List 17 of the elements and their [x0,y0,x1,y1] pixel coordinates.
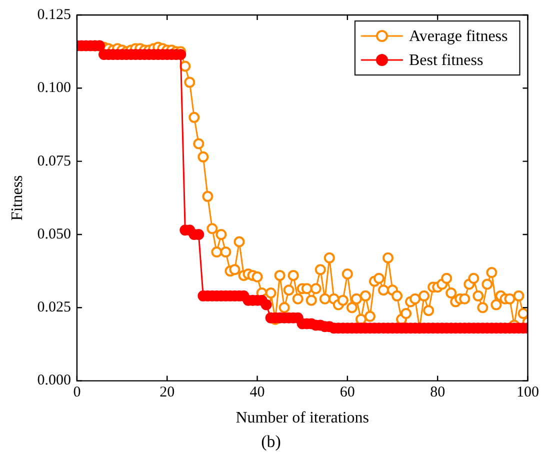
x-tick-label: 60 [340,384,355,401]
text: (b) [260,432,282,452]
y-tick-label: 0.050 [37,226,71,242]
y-tick-label: 0.100 [37,80,71,96]
legend-label: Best fitness [408,52,484,70]
legend-label: Average fitness [408,28,508,46]
y-tick-label: 0.025 [37,300,71,316]
y-axis-title: Fitness [8,175,26,221]
x-tick-label: 20 [160,384,175,401]
y-tick-label: 0.075 [37,153,71,170]
x-axis-title: Number of iterations [236,410,369,427]
x-tick-label: 0 [73,384,81,401]
x-tick-label: 80 [430,384,446,401]
x-tick-label: 40 [250,384,265,401]
y-tick-label: 0.000 [37,372,71,389]
y-tick-label: 0.125 [37,6,71,23]
x-tick-label: 100 [516,384,539,401]
